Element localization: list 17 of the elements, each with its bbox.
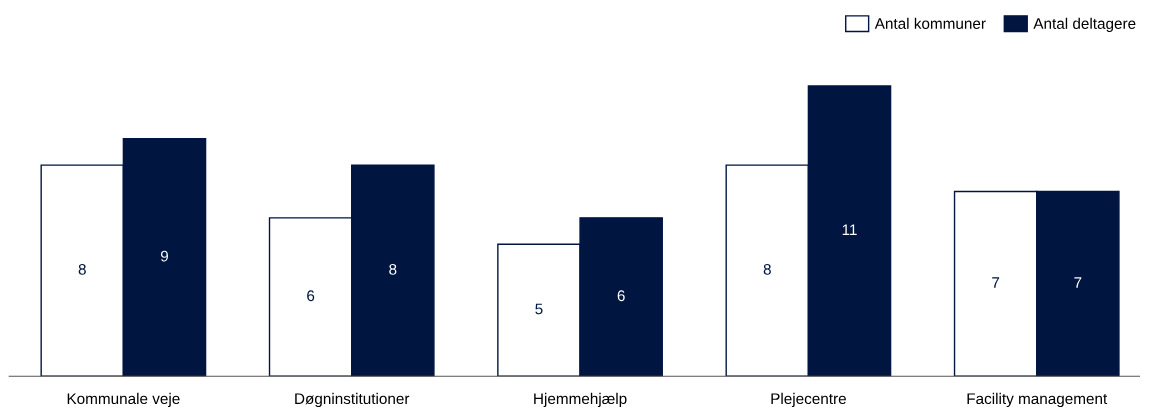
data-label: 8	[389, 263, 397, 275]
x-tick-label: Facility management	[967, 392, 1108, 408]
x-tick-label: Døgninstitutioner	[295, 392, 410, 408]
data-label: 9	[160, 250, 168, 262]
data-label: 6	[617, 290, 625, 302]
legend-label: Antal kommuner	[874, 17, 986, 29]
data-label: 8	[78, 263, 86, 275]
data-label: 6	[307, 290, 315, 302]
legend-label: Antal deltagere	[1033, 17, 1136, 32]
data-label: 5	[535, 303, 543, 315]
x-tick-label: Kommunale veje	[67, 392, 180, 408]
data-label: 7	[992, 277, 1000, 288]
x-tick-label: Plejecentre	[771, 392, 846, 408]
data-label: 11	[842, 224, 857, 235]
x-tick-label: Hjemmehjælp	[534, 392, 627, 408]
data-label: 8	[763, 263, 771, 275]
data-label: 7	[1074, 277, 1082, 288]
